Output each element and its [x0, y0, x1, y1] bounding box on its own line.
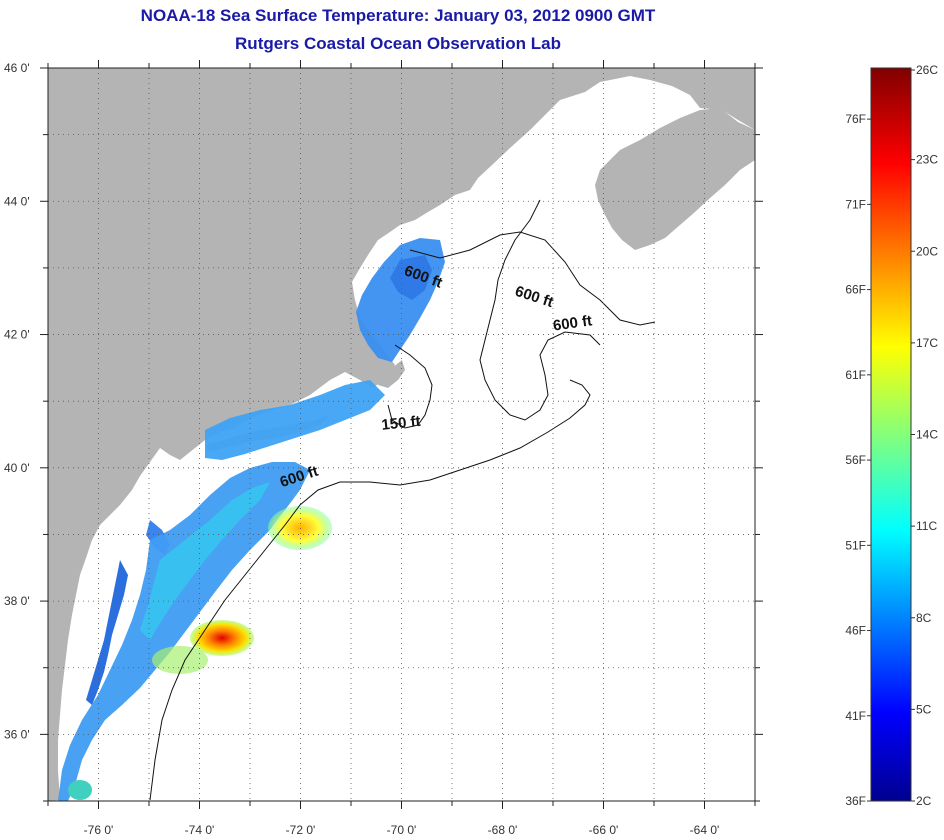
colorbar-celsius-label: 11C	[916, 519, 937, 533]
colorbar-fahrenheit-label: 76F	[845, 112, 866, 126]
colorbar-celsius-label: 26C	[916, 63, 938, 77]
sst-shelf-cyan-band	[140, 482, 270, 640]
map-axes: 46 0' 44 0' 42 0' 40 0' 38 0' 36 0' -76 0' -74 …	[4, 60, 763, 837]
colorbar-fahrenheit-label: 36F	[845, 794, 866, 808]
map-title: NOAA-18 Sea Surface Temperature: January…	[140, 6, 656, 25]
lat-tick-label: 36 0'	[4, 727, 30, 741]
contour-label: 150 ft	[381, 413, 422, 434]
graticule	[48, 68, 755, 801]
lat-tick-label: 42 0'	[4, 328, 30, 342]
colorbar-celsius-label: 17C	[916, 336, 938, 350]
chesapeake-bay	[86, 560, 128, 705]
sst-south-patch	[68, 780, 92, 800]
colorbar-fahrenheit-label: 61F	[845, 368, 866, 382]
colorbar-celsius-label: 14C	[916, 428, 938, 442]
isobath-600ft-south	[149, 379, 591, 801]
map-subtitle: Rutgers Coastal Ocean Observation Lab	[235, 34, 561, 53]
lon-tick-label: -72 0'	[286, 823, 316, 837]
colorbar-fahrenheit-label: 46F	[845, 624, 866, 638]
colorbar-celsius-label: 20C	[916, 244, 938, 258]
lon-tick-label: -70 0'	[387, 823, 417, 837]
lat-tick-label: 44 0'	[4, 194, 30, 208]
colorbar-celsius-label: 5C	[916, 702, 932, 716]
lon-tick-label: -74 0'	[185, 823, 215, 837]
colorbar-fahrenheit-label: 66F	[845, 283, 866, 297]
lon-tick-label: -76 0'	[84, 823, 114, 837]
isobath-150ft	[387, 344, 433, 429]
lat-tick-label: 38 0'	[4, 594, 30, 608]
sst-shelf-north	[205, 380, 385, 460]
lat-tick-label: 40 0'	[4, 461, 30, 475]
colorbar-celsius-label: 8C	[916, 611, 932, 625]
colorbar-fahrenheit-label: 56F	[845, 453, 866, 467]
colorbar-celsius-label: 23C	[916, 153, 938, 167]
sst-mid-atlantic	[58, 462, 310, 801]
lon-tick-label: -64 0'	[690, 823, 720, 837]
colorbar-fahrenheit-label: 51F	[845, 538, 866, 552]
colorbar-fahrenheit-label: 71F	[845, 197, 866, 211]
land-cape-cod	[378, 360, 405, 388]
colorbar-labels: 26C 23C 20C 17C 14C 11C 8C 5C 2C 76F 71F 66F 61F 56F 5…	[845, 63, 938, 808]
map-area	[48, 68, 755, 801]
land-mainland	[48, 68, 755, 801]
sst-gulf-of-maine-inner	[390, 255, 432, 300]
land-nova-scotia	[595, 108, 755, 250]
sst-transition-zone	[152, 646, 208, 674]
colorbar-celsius-label: 2C	[916, 794, 932, 808]
isobath-600ft-gulf-of-maine	[409, 199, 656, 421]
lat-tick-label: 46 0'	[4, 61, 30, 75]
colorbar-fahrenheit-label: 41F	[845, 709, 866, 723]
contour-label: 600 ft	[552, 312, 593, 334]
colorbar	[870, 67, 912, 802]
sst-warm-core-north	[268, 506, 332, 550]
lon-tick-label: -68 0'	[488, 823, 518, 837]
lon-tick-label: -66 0'	[589, 823, 619, 837]
